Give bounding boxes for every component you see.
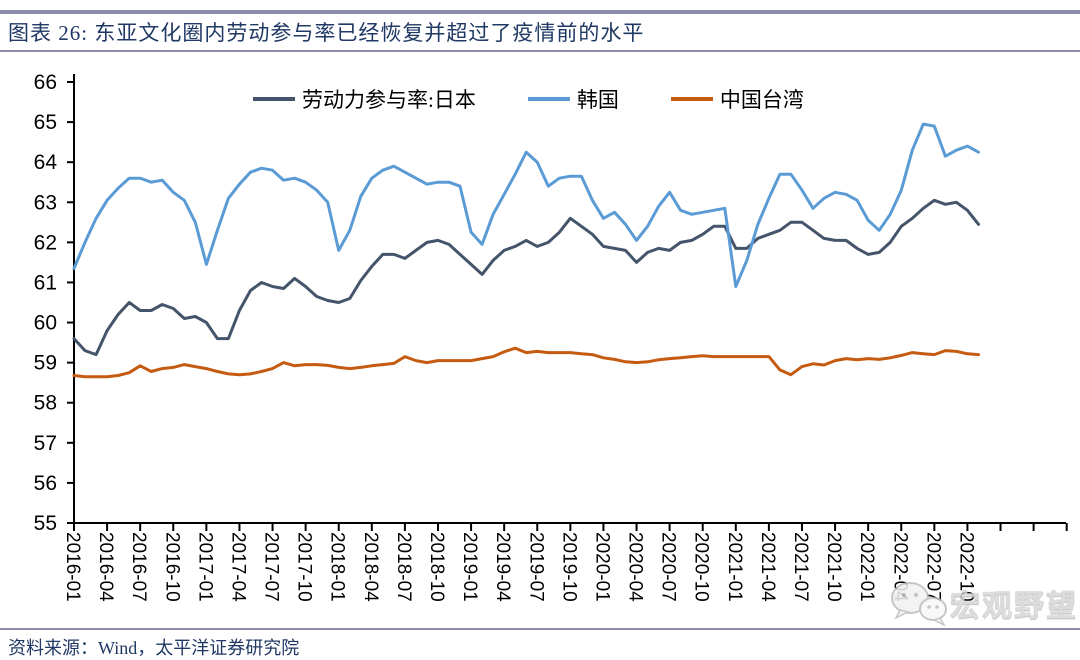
source-note: 资料来源：Wind，太平洋证券研究院 [8,638,300,658]
korea-line-swatch-icon [527,97,570,101]
japan-line-swatch-icon [253,97,295,101]
svg-text:2019-04: 2019-04 [492,532,513,602]
svg-text:2021-04: 2021-04 [757,532,778,602]
svg-text:2018-10: 2018-10 [426,532,447,602]
svg-text:2017-01: 2017-01 [194,532,215,602]
svg-text:2016-04: 2016-04 [95,532,116,602]
svg-text:60: 60 [34,312,57,335]
legend-label-japan: 劳动力参与率:日本 [302,88,476,112]
svg-text:2018-04: 2018-04 [360,532,381,602]
svg-text:2017-10: 2017-10 [294,532,315,602]
svg-text:2019-07: 2019-07 [525,532,546,602]
svg-text:2020-01: 2020-01 [591,532,612,602]
svg-text:61: 61 [34,271,57,294]
svg-text:2022-01: 2022-01 [856,532,877,602]
svg-text:2016-07: 2016-07 [128,532,149,602]
svg-text:2022-07: 2022-07 [922,532,943,602]
svg-text:2021-01: 2021-01 [724,532,745,602]
chart-legend: 劳动力参与率:日本 韩国 中国台湾 [253,84,804,114]
svg-text:2017-07: 2017-07 [261,532,282,602]
svg-text:2018-07: 2018-07 [393,532,414,602]
figure-title: 图表 26: 东亚文化圈内劳动参与率已经恢复并超过了疫情前的水平 [8,21,645,45]
svg-text:2021-07: 2021-07 [790,532,811,602]
svg-text:57: 57 [34,432,57,455]
svg-text:2022-10: 2022-10 [955,532,976,602]
svg-text:59: 59 [34,352,57,375]
svg-text:62: 62 [34,231,57,254]
svg-text:2022-04: 2022-04 [889,532,910,602]
title-divider-line [0,50,1080,52]
svg-text:2021-10: 2021-10 [823,532,844,602]
footer-divider-line [0,628,1080,630]
svg-text:2019-10: 2019-10 [558,532,579,602]
legend-label-taiwan: 中国台湾 [719,88,804,112]
header-accent-bar [0,10,1080,14]
svg-text:2018-01: 2018-01 [327,532,348,602]
legend-item-japan: 劳动力参与率:日本 [253,84,476,114]
svg-text:2020-07: 2020-07 [658,532,679,602]
legend-item-korea: 韩国 [527,84,619,114]
svg-text:66: 66 [34,71,57,94]
svg-text:2016-01: 2016-01 [62,532,83,602]
svg-text:55: 55 [34,512,57,535]
svg-text:56: 56 [34,472,57,495]
svg-text:2017-04: 2017-04 [227,532,248,602]
taiwan-line-swatch-icon [670,97,713,101]
svg-text:58: 58 [34,392,57,415]
svg-text:64: 64 [34,151,58,174]
svg-text:2020-10: 2020-10 [691,532,712,602]
svg-text:2019-01: 2019-01 [459,532,480,602]
legend-item-taiwan: 中国台湾 [670,84,804,114]
svg-text:2020-04: 2020-04 [625,532,646,602]
svg-text:2016-10: 2016-10 [161,532,182,602]
legend-label-korea: 韩国 [576,88,619,112]
svg-text:65: 65 [34,111,57,134]
svg-text:63: 63 [34,191,57,214]
